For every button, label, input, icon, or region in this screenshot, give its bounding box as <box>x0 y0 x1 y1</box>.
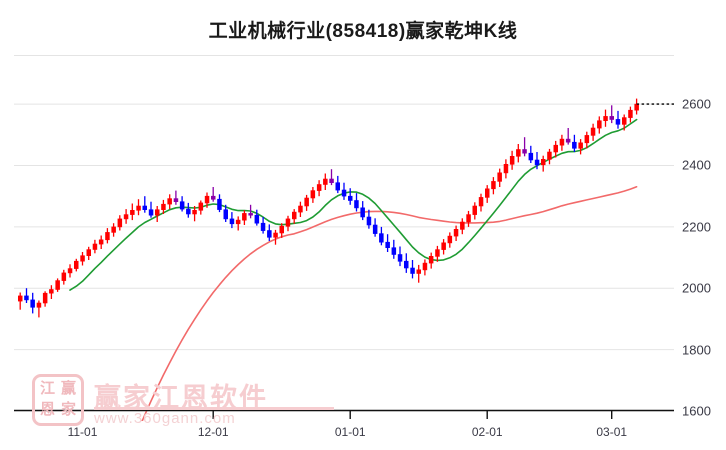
x-axis-tick-12-01: 12-01 <box>197 425 229 439</box>
y-axis-tick-1800: 1800 <box>682 342 711 358</box>
plot-area[interactable] <box>14 55 674 421</box>
y-axis-tick-2200: 2200 <box>682 219 711 235</box>
y-axis-tick-2400: 2400 <box>682 157 711 173</box>
price-plot-svg <box>14 55 674 421</box>
x-axis-tick-03-01: 03-01 <box>596 425 628 439</box>
x-axis-tick-02-01: 02-01 <box>471 425 503 439</box>
y-axis-tick-1600: 1600 <box>682 403 711 419</box>
ma-fast-line <box>69 118 638 291</box>
candlestick-series <box>18 98 639 318</box>
x-axis-tick-11-01: 11-01 <box>67 425 98 439</box>
x-axis-tick-01-01: 01-01 <box>334 425 366 439</box>
y-axis-tick-2600: 2600 <box>682 96 711 112</box>
page-title: 工业机械行业(858418)赢家乾坤K线 <box>208 21 518 42</box>
ma-slow-line <box>141 186 638 421</box>
y-axis-tick-2000: 2000 <box>682 280 711 296</box>
axis-lines <box>14 409 674 419</box>
